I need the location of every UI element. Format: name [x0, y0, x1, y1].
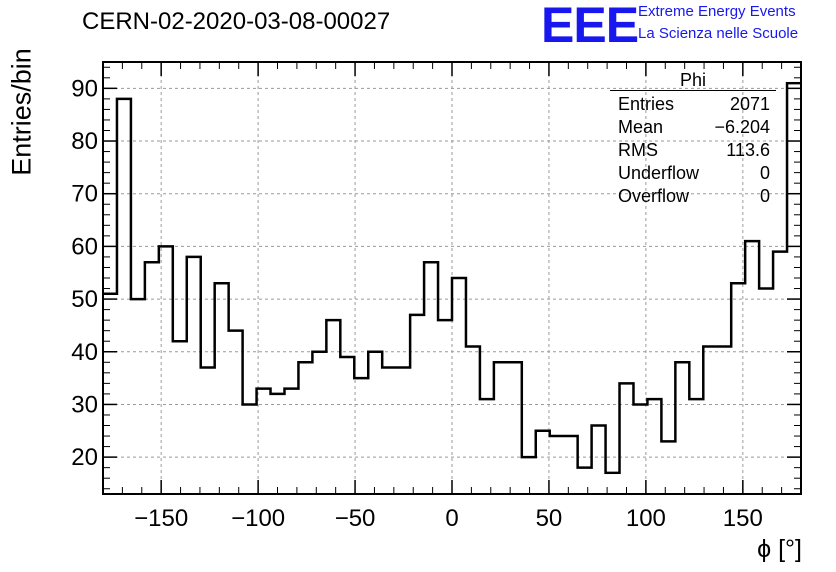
- x-tick-label: 0: [445, 505, 458, 532]
- stats-label: Mean: [618, 117, 664, 137]
- y-tick-label: 60: [71, 233, 98, 260]
- x-tick-labels: −150 −100 −50 0 50 100 150: [134, 505, 763, 532]
- histogram-step-line: [103, 83, 801, 473]
- x-tick-label: −50: [335, 505, 376, 532]
- y-tick-labels: 20 30 40 50 60 70 80 90: [71, 75, 98, 471]
- stats-box: Phi Entries 2071 Mean −6.204 RMS 113.6 U…: [610, 70, 776, 208]
- stats-label: RMS: [618, 140, 658, 160]
- y-tick-label: 70: [71, 181, 98, 208]
- stats-value: 2071: [729, 94, 770, 114]
- stats-value: 0: [759, 163, 770, 183]
- stats-label: Overflow: [618, 186, 690, 206]
- stats-row: RMS 113.6: [610, 139, 776, 162]
- eee-logo: EEE: [541, 0, 639, 53]
- y-tick-label: 20: [71, 444, 98, 471]
- x-tick-label: −100: [231, 505, 285, 532]
- y-axis-label: Entries/bin: [6, 48, 37, 176]
- axis-ticks: [103, 62, 801, 494]
- stats-row: Mean −6.204: [610, 116, 776, 139]
- y-tick-label: 40: [71, 339, 98, 366]
- stats-label: Underflow: [618, 163, 700, 183]
- x-tick-label: −150: [134, 505, 188, 532]
- x-axis-label: ϕ [°]: [757, 535, 802, 563]
- stats-title: Phi: [610, 70, 776, 91]
- grid-lines: [103, 62, 801, 494]
- stats-row: Overflow 0: [610, 185, 776, 208]
- stats-value: 0: [759, 186, 770, 206]
- chart-title: CERN-02-2020-03-08-00027: [82, 8, 391, 35]
- logo-subtitle-line2: La Scienza nelle Scuole: [638, 25, 799, 42]
- x-tick-label: 100: [626, 505, 666, 532]
- stats-label: Entries: [618, 94, 675, 114]
- y-tick-label: 50: [71, 286, 98, 313]
- stats-value: 113.6: [726, 140, 770, 160]
- x-tick-label: 150: [723, 505, 763, 532]
- logo-subtitle-line1: Extreme Energy Events: [638, 3, 796, 20]
- y-tick-label: 80: [71, 128, 98, 155]
- stats-row: Underflow 0: [610, 162, 776, 185]
- x-tick-label: 50: [536, 505, 563, 532]
- stats-row: Entries 2071: [610, 93, 776, 116]
- y-tick-label: 30: [71, 391, 98, 418]
- stats-value: −6.204: [714, 117, 770, 137]
- y-tick-label: 90: [71, 75, 98, 102]
